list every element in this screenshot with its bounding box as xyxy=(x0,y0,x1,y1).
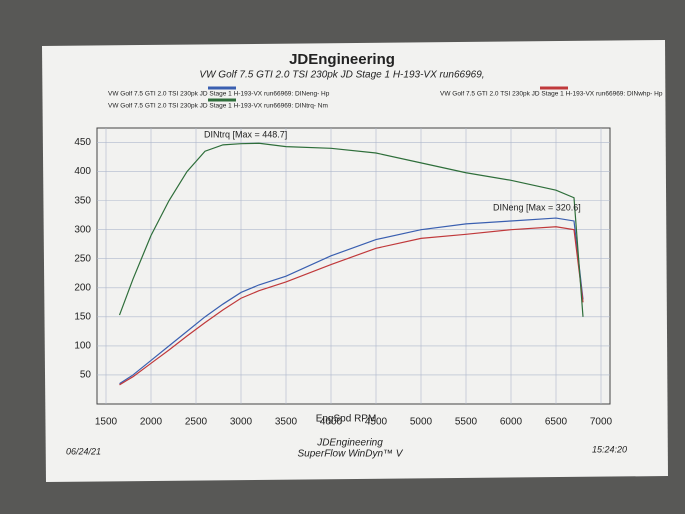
x-tick-label: 2000 xyxy=(140,417,163,428)
footer-company: JDEngineering xyxy=(316,438,383,449)
x-tick-label: 1500 xyxy=(95,417,118,428)
y-tick-label: 200 xyxy=(74,282,91,293)
legend-label: VW Golf 7.5 GTI 2.0 TSI 230pk JD Stage 1… xyxy=(108,103,328,110)
y-tick-label: 150 xyxy=(74,311,91,322)
chart-title: JDEngineering xyxy=(289,51,395,68)
chart-subtitle: VW Golf 7.5 GTI 2.0 TSI 230pk JD Stage 1… xyxy=(199,70,484,81)
series-line xyxy=(118,142,584,317)
x-tick-label: 7000 xyxy=(590,417,613,428)
x-tick-label: 4500 xyxy=(365,417,388,428)
x-tick-label: 6000 xyxy=(500,417,523,428)
y-tick-label: 450 xyxy=(74,137,91,148)
x-tick-label: 2500 xyxy=(185,417,208,428)
x-tick-label: 5500 xyxy=(455,417,478,428)
y-tick-label: 350 xyxy=(74,195,91,206)
footer-software: SuperFlow WinDyn™ V xyxy=(298,449,404,460)
x-tick-label: 5000 xyxy=(410,417,433,428)
y-tick-label: 300 xyxy=(74,224,91,235)
series-line xyxy=(119,217,584,385)
paper xyxy=(42,40,668,482)
footer-date: 06/24/21 xyxy=(66,446,101,456)
x-axis-label: EngSpd RPM xyxy=(316,414,377,425)
legend-label: VW Golf 7.5 GTI 2.0 TSI 230pk JD Stage 1… xyxy=(440,91,663,98)
x-tick-label: 3500 xyxy=(275,417,298,428)
footer-time: 15:24:20 xyxy=(592,444,627,454)
x-tick-label: 6500 xyxy=(545,417,568,428)
y-tick-label: 100 xyxy=(74,341,91,352)
annotation: DINtrq [Max = 448.7] xyxy=(204,130,287,140)
annotation: DINeng [Max = 320.6] xyxy=(493,202,581,212)
y-tick-label: 50 xyxy=(80,370,92,381)
x-tick-label: 3000 xyxy=(230,417,253,428)
plot-area xyxy=(96,127,611,405)
x-tick-label: 4000 xyxy=(320,417,343,428)
series-line xyxy=(119,226,584,386)
y-tick-label: 400 xyxy=(74,166,91,177)
y-tick-label: 250 xyxy=(74,253,91,264)
legend-label: VW Golf 7.5 GTI 2.0 TSI 230pk JD Stage 1… xyxy=(108,91,330,98)
